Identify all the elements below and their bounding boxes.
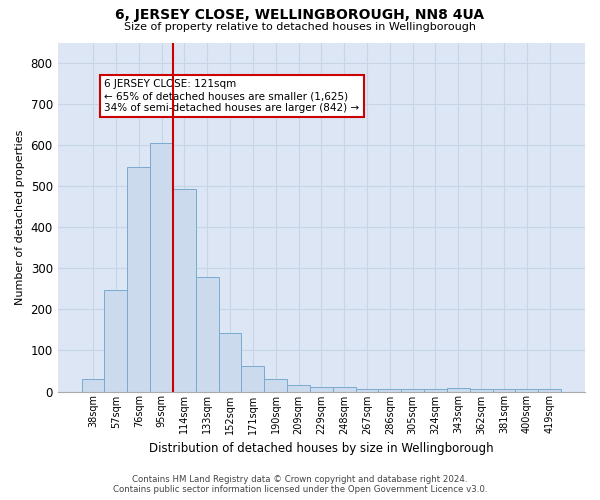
- Text: Contains HM Land Registry data © Crown copyright and database right 2024.
Contai: Contains HM Land Registry data © Crown c…: [113, 474, 487, 494]
- Bar: [447, 388, 470, 392]
- Bar: [241, 366, 264, 392]
- Bar: [287, 384, 310, 392]
- Bar: [104, 290, 127, 392]
- Bar: [493, 390, 515, 392]
- Text: Size of property relative to detached houses in Wellingborough: Size of property relative to detached ho…: [124, 22, 476, 32]
- Bar: [379, 390, 401, 392]
- Bar: [173, 189, 196, 392]
- Bar: [82, 379, 104, 392]
- Bar: [127, 166, 150, 392]
- Y-axis label: Number of detached properties: Number of detached properties: [15, 130, 25, 304]
- Bar: [196, 276, 218, 392]
- Bar: [470, 390, 493, 392]
- Bar: [218, 333, 241, 392]
- Bar: [150, 143, 173, 392]
- Bar: [515, 390, 538, 392]
- Bar: [424, 390, 447, 392]
- Text: 6, JERSEY CLOSE, WELLINGBOROUGH, NN8 4UA: 6, JERSEY CLOSE, WELLINGBOROUGH, NN8 4UA: [115, 8, 485, 22]
- Bar: [264, 379, 287, 392]
- Text: 6 JERSEY CLOSE: 121sqm
← 65% of detached houses are smaller (1,625)
34% of semi-: 6 JERSEY CLOSE: 121sqm ← 65% of detached…: [104, 80, 359, 112]
- Bar: [356, 390, 379, 392]
- Bar: [333, 386, 356, 392]
- Bar: [310, 386, 333, 392]
- X-axis label: Distribution of detached houses by size in Wellingborough: Distribution of detached houses by size …: [149, 442, 494, 455]
- Bar: [538, 390, 561, 392]
- Bar: [401, 390, 424, 392]
